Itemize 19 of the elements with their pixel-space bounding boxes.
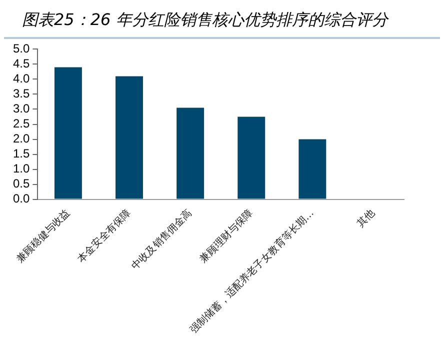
y-tick-label: 5.0 <box>12 42 30 56</box>
bar <box>116 76 143 199</box>
x-tick-label: 兼顾稳健与收益 <box>14 207 72 265</box>
y-tick-label: 0.0 <box>12 192 30 206</box>
y-tick-label: 0.5 <box>12 176 30 191</box>
y-tick-label: 2.5 <box>12 116 30 131</box>
bar <box>298 139 326 199</box>
bar <box>238 116 266 199</box>
x-tick-label: 其他 <box>354 207 378 230</box>
y-tick-label: 1.0 <box>12 162 30 176</box>
bar <box>54 67 82 199</box>
y-tick-label: 4.0 <box>12 72 30 86</box>
y-tick-label: 1.5 <box>12 146 30 161</box>
y-tick-label: 2.0 <box>12 132 30 146</box>
bar <box>176 108 204 199</box>
y-tick-label: 3.0 <box>12 102 30 116</box>
y-tick-label: 4.5 <box>12 56 30 71</box>
chart-title: 图表25：26 年分红险销售核心优势排序的综合评分 <box>4 0 440 39</box>
y-tick-label: 3.5 <box>12 86 30 101</box>
